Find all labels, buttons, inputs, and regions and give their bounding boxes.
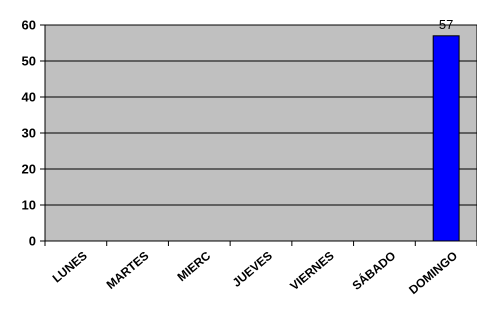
bar [432,35,460,242]
x-tick-label: JUEVES [230,249,275,290]
x-tick-label: LUNES [50,249,90,286]
y-tick-label: 20 [22,162,36,177]
y-tick-label: 50 [22,54,36,69]
x-tick-label: VIERNES [287,249,336,294]
bars [432,35,460,242]
x-tick-label: SÁBADO [349,248,398,293]
y-tick-label: 30 [22,126,36,141]
y-tick-label: 40 [22,90,36,105]
y-tick-label: 0 [29,234,36,249]
x-axis-ticks: LUNES MARTES MIERC JUEVES VIERNES SÁBADO DOMIN… [44,241,477,297]
gridlines [45,24,477,206]
data-labels: 57 [439,17,453,32]
y-axis-ticks: 0 10 20 30 40 50 60 [22,18,45,249]
x-tick-label: MIERC [175,248,214,284]
y-tick-label: 60 [22,18,36,33]
x-tick-label: DOMINGO [406,249,460,297]
data-label: 57 [439,17,453,32]
x-tick-label: MARTES [104,249,152,292]
y-tick-label: 10 [22,198,36,213]
